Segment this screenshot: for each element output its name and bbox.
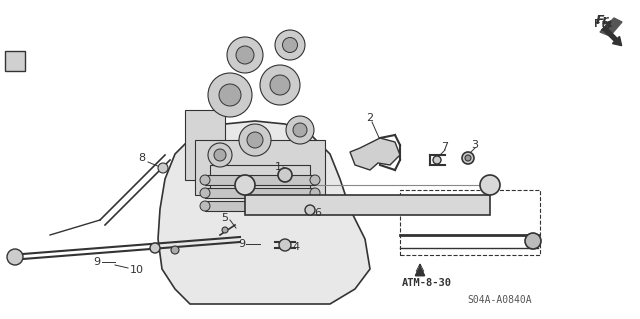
Text: 7: 7 [442, 142, 449, 152]
Text: ATM-8-30: ATM-8-30 [402, 278, 452, 288]
Polygon shape [5, 51, 25, 71]
Circle shape [260, 65, 300, 105]
Circle shape [278, 168, 292, 182]
Circle shape [158, 163, 168, 173]
Text: 6: 6 [314, 208, 321, 218]
Polygon shape [600, 18, 622, 36]
Text: 9: 9 [238, 239, 245, 249]
Text: 2: 2 [367, 113, 374, 123]
Circle shape [282, 38, 298, 53]
Circle shape [462, 152, 474, 164]
Circle shape [525, 233, 541, 249]
Text: 5: 5 [221, 213, 228, 223]
Text: 8: 8 [138, 153, 145, 163]
Circle shape [465, 155, 471, 161]
Circle shape [480, 175, 500, 195]
Polygon shape [158, 121, 370, 304]
Text: 9: 9 [93, 257, 100, 267]
Circle shape [200, 175, 210, 185]
Circle shape [150, 243, 160, 253]
Circle shape [236, 46, 254, 64]
Text: S04A-A0840A: S04A-A0840A [468, 295, 532, 305]
Circle shape [219, 84, 241, 106]
Circle shape [270, 75, 290, 95]
Polygon shape [350, 138, 400, 170]
Bar [205, 201, 315, 211]
Circle shape [286, 116, 314, 144]
Bar [400, 190, 540, 255]
Circle shape [208, 143, 232, 167]
Text: Fr.: Fr. [596, 13, 612, 26]
Text: 4: 4 [292, 242, 299, 252]
Bar [210, 165, 310, 195]
Circle shape [239, 124, 271, 156]
Circle shape [305, 205, 315, 215]
Circle shape [200, 188, 210, 198]
Text: 1: 1 [275, 162, 282, 172]
Circle shape [247, 132, 263, 148]
Circle shape [293, 123, 307, 137]
Bar [205, 175, 315, 185]
Circle shape [7, 249, 23, 265]
Circle shape [171, 246, 179, 254]
Circle shape [235, 175, 255, 195]
Circle shape [310, 175, 320, 185]
Bar [205, 188, 315, 198]
Circle shape [279, 239, 291, 251]
Circle shape [310, 201, 320, 211]
Circle shape [214, 149, 226, 161]
Bar [245, 195, 490, 215]
Text: 10: 10 [130, 265, 144, 275]
Circle shape [208, 73, 252, 117]
Circle shape [275, 30, 305, 60]
Circle shape [200, 201, 210, 211]
Circle shape [227, 37, 263, 73]
Circle shape [433, 156, 441, 164]
Circle shape [310, 188, 320, 198]
Bar [195, 140, 325, 195]
Text: Fr.: Fr. [594, 19, 614, 29]
Circle shape [222, 227, 228, 233]
FancyArrow shape [603, 26, 621, 46]
Bar [185, 110, 225, 180]
Text: 3: 3 [472, 140, 479, 150]
